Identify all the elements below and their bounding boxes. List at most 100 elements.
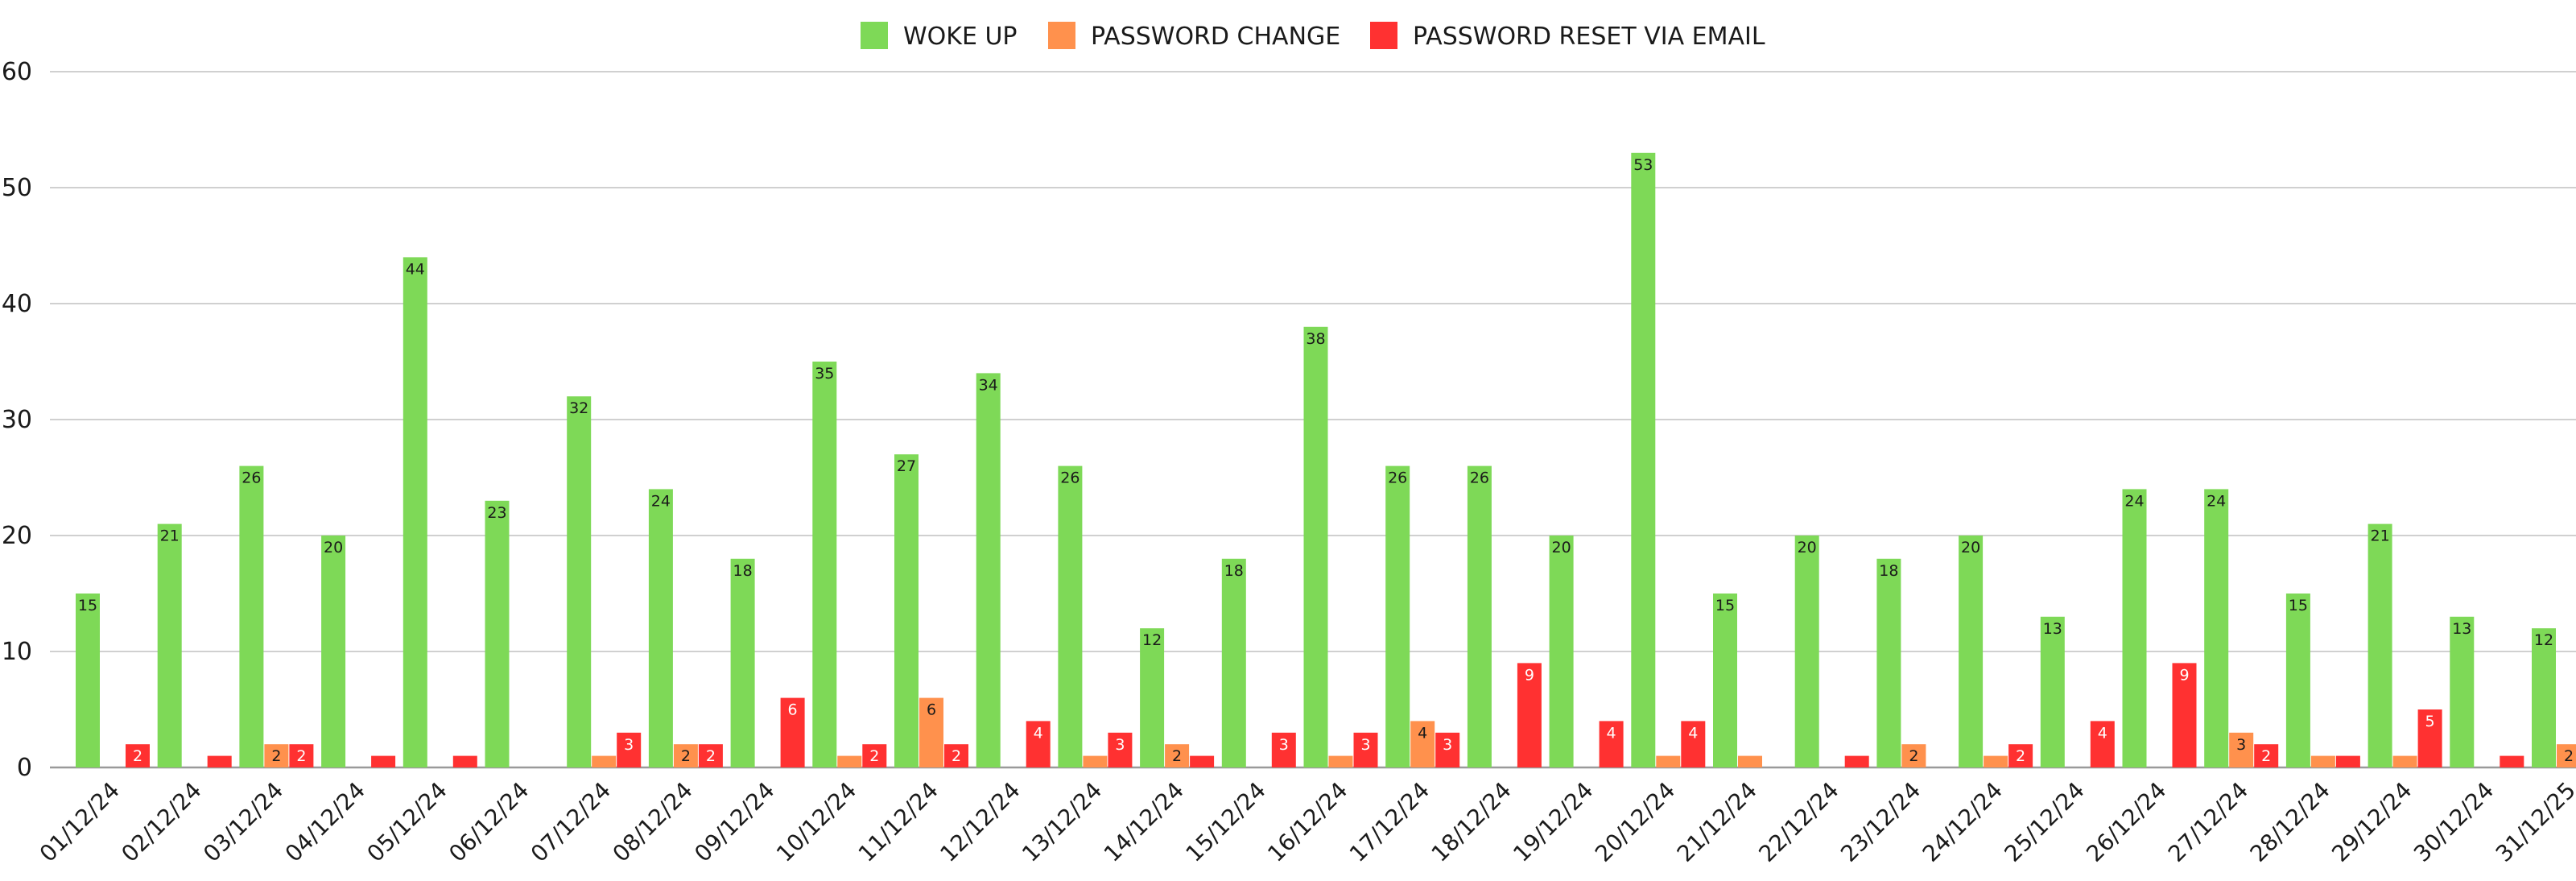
data-label: 15: [2289, 597, 2308, 614]
bar-password-change: [1328, 755, 1353, 767]
bar-password-change: [673, 744, 698, 767]
bar-password-reset-via-email: [1844, 755, 1869, 767]
data-label: 2: [681, 747, 691, 765]
bar-password-change: [1901, 744, 1926, 767]
data-label: 3: [624, 736, 634, 754]
y-tick-label: 10: [2, 638, 32, 666]
x-tick-label: 03/12/24: [198, 777, 288, 867]
x-tick-label: 21/12/24: [1672, 777, 1762, 867]
bar-woke-up: [1876, 558, 1901, 767]
bar-password-change: [592, 755, 617, 767]
bar-password-change: [2557, 744, 2576, 767]
x-tick-label: 02/12/24: [116, 777, 206, 867]
bar-password-reset-via-email: [2008, 744, 2033, 767]
data-label: 53: [1633, 156, 1653, 174]
data-label: 18: [733, 562, 753, 580]
bar-password-reset-via-email: [371, 755, 396, 767]
data-label: 35: [815, 365, 834, 383]
bar-woke-up: [1631, 152, 1656, 768]
bar-password-reset-via-email: [1353, 732, 1378, 767]
bar-password-reset-via-email: [1190, 755, 1215, 767]
bar-woke-up: [157, 523, 182, 767]
bar-password-reset-via-email: [944, 744, 968, 767]
bar-woke-up: [1385, 465, 1410, 767]
bar-woke-up: [1140, 628, 1165, 767]
bar-woke-up: [730, 558, 755, 767]
x-tick-label: 26/12/24: [2081, 777, 2171, 867]
bar-woke-up: [976, 373, 1001, 767]
bar-woke-up: [1467, 465, 1492, 767]
data-label: 4: [1418, 724, 1427, 742]
y-tick-label: 60: [2, 58, 32, 86]
data-label: 44: [406, 260, 425, 278]
bar-woke-up: [76, 594, 100, 767]
data-label: 18: [1879, 562, 1898, 580]
data-label: 20: [1552, 539, 1571, 556]
data-label: 15: [78, 597, 97, 614]
data-label: 3: [2236, 736, 2246, 754]
data-label: 26: [1470, 469, 1489, 487]
data-label: 26: [242, 469, 261, 487]
x-tick-label: 20/12/24: [1590, 777, 1680, 867]
bar-password-reset-via-email: [2335, 755, 2360, 767]
bar-password-reset-via-email: [780, 697, 805, 767]
bar-woke-up: [1959, 536, 1984, 767]
x-tick-label: 07/12/24: [526, 777, 616, 867]
bar-password-reset-via-email: [1599, 721, 1624, 767]
y-tick-label: 50: [2, 174, 32, 202]
data-label: 24: [651, 492, 671, 510]
bar-woke-up: [1794, 536, 1819, 767]
data-label: 24: [2124, 492, 2144, 510]
data-label: 2: [2016, 747, 2025, 765]
data-label: 2: [1172, 747, 1182, 765]
data-label: 4: [1688, 724, 1698, 742]
data-label: 18: [1224, 562, 1244, 580]
x-tick-label: 24/12/24: [1918, 777, 2008, 867]
data-label: 13: [2043, 620, 2062, 638]
data-label: 2: [706, 747, 716, 765]
bar-woke-up: [648, 489, 673, 767]
data-label: 3: [1360, 736, 1370, 754]
x-tick-label: 16/12/24: [1262, 777, 1352, 867]
bar-password-reset-via-email: [1435, 732, 1460, 767]
x-tick-label: 18/12/24: [1426, 777, 1517, 867]
x-tick-label: 12/12/24: [935, 777, 1025, 867]
bar-password-reset-via-email: [1108, 732, 1133, 767]
bar-woke-up: [2204, 489, 2229, 767]
x-tick-label: 11/12/24: [853, 777, 943, 867]
data-label: 9: [2179, 666, 2189, 684]
bar-woke-up: [1549, 536, 1574, 767]
data-label: 26: [1060, 469, 1080, 487]
x-tick-label: 01/12/24: [35, 777, 125, 867]
x-tick-label: 30/12/24: [2409, 777, 2499, 867]
data-label: 20: [1961, 539, 1980, 556]
x-tick-label: 23/12/24: [1835, 777, 1926, 867]
data-label: 32: [569, 399, 588, 417]
x-tick-label: 06/12/24: [444, 777, 534, 867]
bar-password-change: [2392, 755, 2417, 767]
x-tick-label: 04/12/24: [280, 777, 370, 867]
x-tick-label: 09/12/24: [689, 777, 779, 867]
x-tick-label: 27/12/24: [2163, 777, 2253, 867]
bar-password-reset-via-email: [1271, 732, 1296, 767]
x-tick-label: 13/12/24: [1017, 777, 1107, 867]
bar-password-reset-via-email: [2090, 721, 2115, 767]
x-tick-label: 08/12/24: [608, 777, 698, 867]
bar-password-reset-via-email: [452, 755, 477, 767]
bar-woke-up: [402, 257, 427, 767]
y-tick-label: 0: [17, 754, 32, 782]
x-tick-label: 22/12/24: [1753, 777, 1843, 867]
bar-password-change: [2310, 755, 2335, 767]
data-label: 15: [1715, 597, 1735, 614]
bar-password-reset-via-email: [289, 744, 314, 767]
data-label: 6: [927, 701, 936, 719]
bar-woke-up: [2122, 489, 2147, 767]
data-label: 34: [979, 376, 998, 394]
data-label: 23: [487, 504, 506, 522]
x-tick-label: 28/12/24: [2245, 777, 2335, 867]
bar-password-reset-via-email: [1026, 721, 1051, 767]
data-label: 2: [271, 747, 281, 765]
bar-password-change: [1083, 755, 1108, 767]
